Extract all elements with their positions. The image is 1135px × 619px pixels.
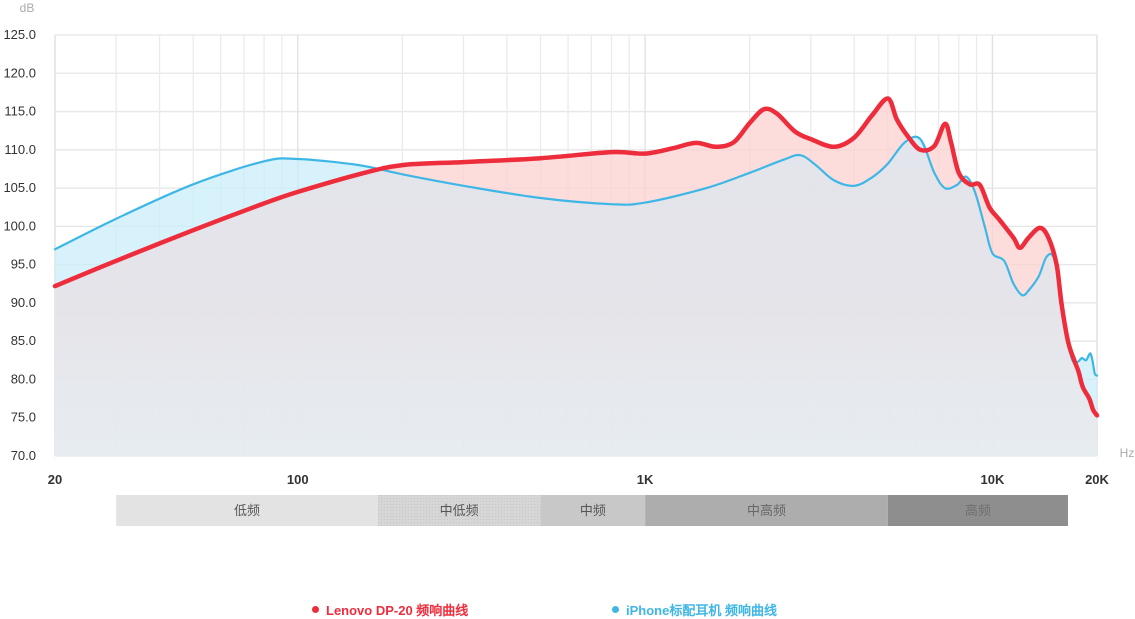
band-label: 中频 — [580, 503, 606, 518]
legend-label-iphone: iPhone标配耳机 频响曲线 — [626, 603, 777, 618]
band-segment — [887, 495, 1068, 526]
x-tick-label: 20 — [48, 472, 62, 487]
y-tick-label: 120.0 — [3, 65, 36, 80]
legend-dot-lenovo — [312, 606, 319, 613]
band-segment — [116, 495, 378, 526]
y-tick-label: 90.0 — [11, 295, 36, 310]
y-tick-label: 100.0 — [3, 218, 36, 233]
x-tick-label: 1K — [637, 472, 654, 487]
y-tick-label: 110.0 — [4, 142, 36, 157]
legend-item-iphone: iPhone标配耳机 频响曲线 — [612, 600, 777, 619]
x-tick-label: 20K — [1085, 472, 1109, 487]
y-tick-label: 70.0 — [11, 448, 36, 463]
y-tick-label: 105.0 — [3, 180, 36, 195]
frequency-bands: 低频 中低频 中频 中高频 高频 — [116, 495, 1068, 526]
overlap-fill — [55, 140, 1097, 457]
series-lines — [52, 96, 1100, 418]
y-tick-label: 80.0 — [11, 371, 36, 386]
band-segment — [377, 495, 541, 526]
y-unit-label: dB — [20, 1, 35, 15]
x-tick-label: 100 — [287, 472, 309, 487]
band-segment — [540, 495, 646, 526]
y-tick-label: 125.0 — [3, 27, 36, 42]
x-tick-label: 10K — [981, 472, 1005, 487]
legend-label-lenovo: Lenovo DP-20 频响曲线 — [326, 603, 469, 618]
y-tick-label: 75.0 — [11, 410, 36, 425]
band-label: 中低频 — [440, 503, 479, 518]
band-segment — [645, 495, 888, 526]
y-tick-label: 85.0 — [11, 333, 36, 348]
legend-item-lenovo: Lenovo DP-20 频响曲线 — [312, 600, 468, 619]
band-label: 低频 — [234, 503, 260, 518]
axis-labels: 125.0 120.0 115.0 110.0 105.0 100.0 95.0 90.0 85… — [3, 1, 1134, 487]
y-tick-label: 115.0 — [4, 104, 36, 119]
band-label: 高频 — [965, 503, 991, 518]
band-label: 中高频 — [747, 503, 786, 518]
series-line-lenovo — [52, 96, 1100, 418]
area-fills — [55, 98, 1097, 457]
x-unit-label: Hz — [1120, 446, 1135, 460]
legend-dot-iphone — [612, 606, 619, 613]
y-tick-label: 95.0 — [11, 257, 36, 272]
